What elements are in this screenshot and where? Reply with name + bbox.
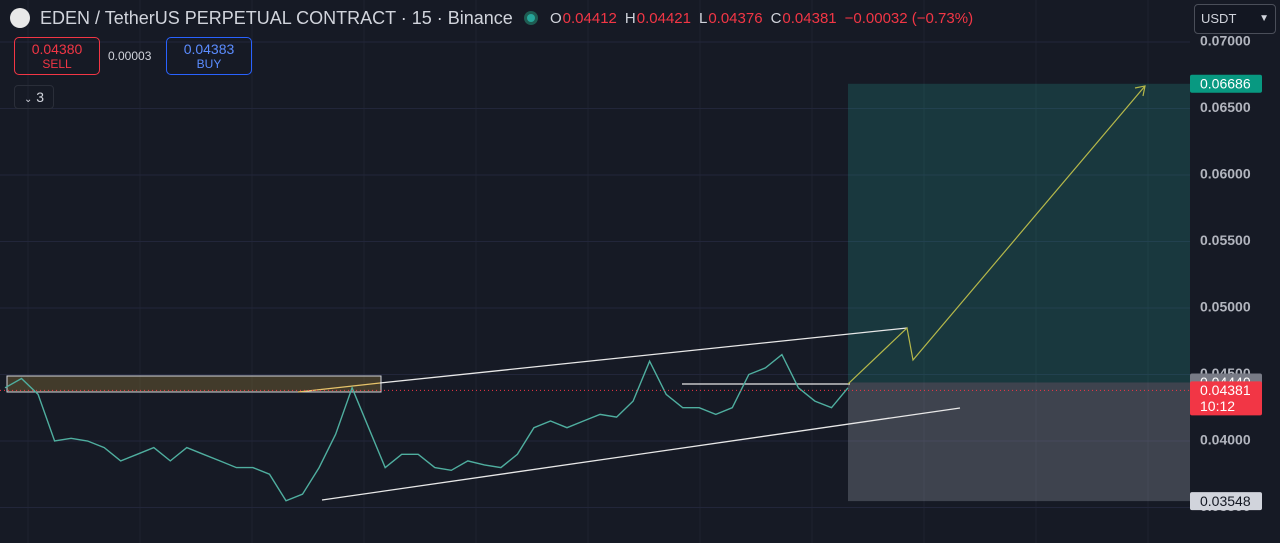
sell-price: 0.04380 — [31, 41, 83, 57]
projection-arrow — [847, 85, 1146, 385]
buy-label: BUY — [196, 57, 222, 71]
channel-bottom — [321, 407, 961, 501]
buy-button[interactable]: 0.04383 BUY — [166, 37, 252, 75]
ohlc-value: 0.04381 — [782, 10, 837, 27]
price-tag — [1190, 492, 1262, 511]
y-tick-label: 0.05500 — [1200, 232, 1251, 248]
y-tick-label: 0.06000 — [1200, 166, 1251, 182]
range-box — [6, 375, 382, 393]
currency: USDT — [1201, 11, 1237, 26]
y-tick-label: 0.07000 — [1200, 33, 1251, 49]
sell-button[interactable]: 0.04380 SELL — [14, 37, 100, 75]
status-dot — [524, 11, 538, 25]
loss-zone — [848, 382, 1190, 502]
sell-label: SELL — [42, 57, 72, 71]
spread: 0.00003 — [108, 49, 152, 63]
ohlc-label: C — [770, 10, 782, 27]
price-tag-label: 0.06686 — [1200, 75, 1251, 91]
symbol-title: EDEN / TetherUS PERPETUAL CONTRACT · 15 … — [40, 8, 513, 28]
last-price-tag — [1190, 381, 1262, 416]
indicators-toggle[interactable]: ⌄ 3 — [14, 85, 54, 109]
ohlc-label: H — [624, 10, 636, 27]
y-tick-label: 0.04000 — [1200, 432, 1251, 448]
buy-price: 0.04383 — [183, 41, 235, 57]
price-tag-label: 0.03548 — [1200, 493, 1251, 509]
countdown: 10:12 — [1200, 398, 1235, 414]
drawings — [6, 85, 1146, 501]
price-line — [4, 353, 849, 502]
change: −0.00032 (−0.73%) — [844, 10, 974, 27]
ohlc-label: O — [550, 10, 562, 27]
y-tick-label: 0.05000 — [1200, 299, 1251, 315]
currency-select[interactable]: USDT ▼ — [1194, 4, 1276, 34]
indicators-count: 3 — [36, 89, 45, 105]
price-tag — [1190, 74, 1262, 93]
ohlc-label: L — [698, 10, 708, 27]
ohlc-value: 0.04412 — [562, 10, 617, 27]
vertical-grid — [27, 0, 1149, 543]
trend-line — [297, 382, 381, 393]
profit-zone — [848, 83, 1190, 383]
ohlc-value: 0.04376 — [708, 10, 763, 27]
ohlc-value: 0.04421 — [636, 10, 691, 27]
last-price-label: 0.04381 — [1200, 382, 1251, 398]
ohlc: O0.04412 H0.04421 L0.04376 C0.04381 −0.00032… — [550, 10, 981, 27]
arrow-head — [1134, 85, 1146, 97]
channel-top — [379, 327, 908, 384]
y-tick-label: 0.06500 — [1200, 99, 1251, 115]
symbol-logo — [10, 8, 30, 28]
